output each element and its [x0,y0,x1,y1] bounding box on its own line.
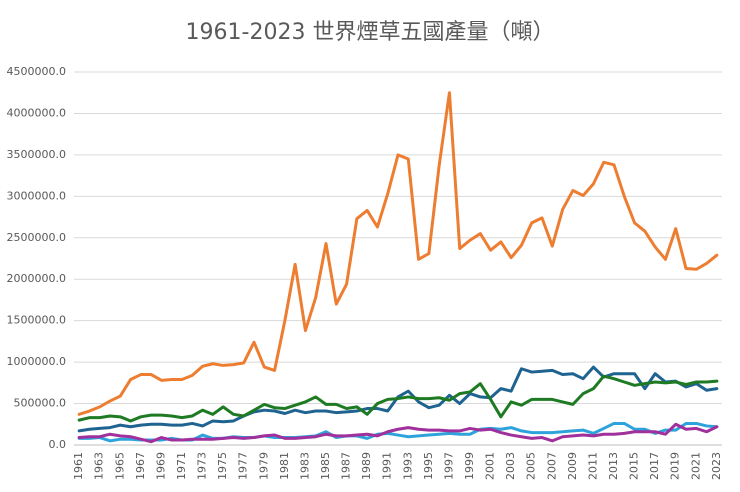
y-tick-label: 500000.0 [14,397,67,410]
x-tick-label: 1965 [113,452,126,480]
series-line [77,91,719,416]
x-tick-label: 2005 [525,452,538,480]
x-tick-label: 1991 [381,452,394,480]
x-tick-label: 1997 [442,452,455,480]
x-tick-label: 1975 [216,452,229,480]
series-line [77,365,719,433]
x-tick-label: 2011 [586,452,599,480]
y-tick-label: 2000000.0 [7,272,67,285]
y-tick-label: 3000000.0 [7,189,67,202]
y-tick-label: 3500000.0 [7,148,67,161]
x-tick-label: 1981 [278,452,291,480]
x-tick-label: 1973 [196,452,209,480]
y-tick-label: 1000000.0 [7,355,67,368]
x-tick-label: 2009 [566,452,579,480]
y-tick-label: 2500000.0 [7,231,67,244]
x-tick-label: 1967 [134,452,147,480]
x-tick-label: 1995 [422,452,435,480]
y-tick-label: 4000000.0 [7,106,67,119]
y-tick-label: 4500000.0 [7,65,67,78]
x-tick-label: 1983 [298,452,311,480]
x-tick-label: 2015 [628,452,641,480]
chart-title: 1961-2023 世界煙草五國產量（噸） [186,20,555,45]
x-tick-label: 1963 [93,452,106,480]
x-tick-label: 2021 [689,452,702,480]
x-tick-label: 1971 [175,452,188,480]
x-tick-label: 2023 [710,452,723,480]
x-tick-label: 1999 [463,452,476,480]
x-tick-label: 1985 [319,452,332,480]
x-tick-label: 1987 [340,452,353,480]
series-line [77,374,719,423]
x-tick-label: 1979 [257,452,270,480]
x-tick-label: 2017 [648,452,661,480]
x-tick-label: 2007 [545,452,558,480]
x-tick-label: 1961 [72,452,85,480]
series-line [77,422,719,444]
x-tick-label: 2003 [504,452,517,480]
x-tick-label: 2001 [484,452,497,480]
x-tick-label: 2013 [607,452,620,480]
x-tick-label: 1977 [237,452,250,480]
x-tick-label: 1969 [154,452,167,480]
y-tick-label: 1500000.0 [7,314,67,327]
y-tick-label: 0.0 [49,438,67,451]
x-tick-label: 2019 [669,452,682,480]
x-tick-label: 1989 [360,452,373,480]
x-tick-label: 1993 [401,452,414,480]
